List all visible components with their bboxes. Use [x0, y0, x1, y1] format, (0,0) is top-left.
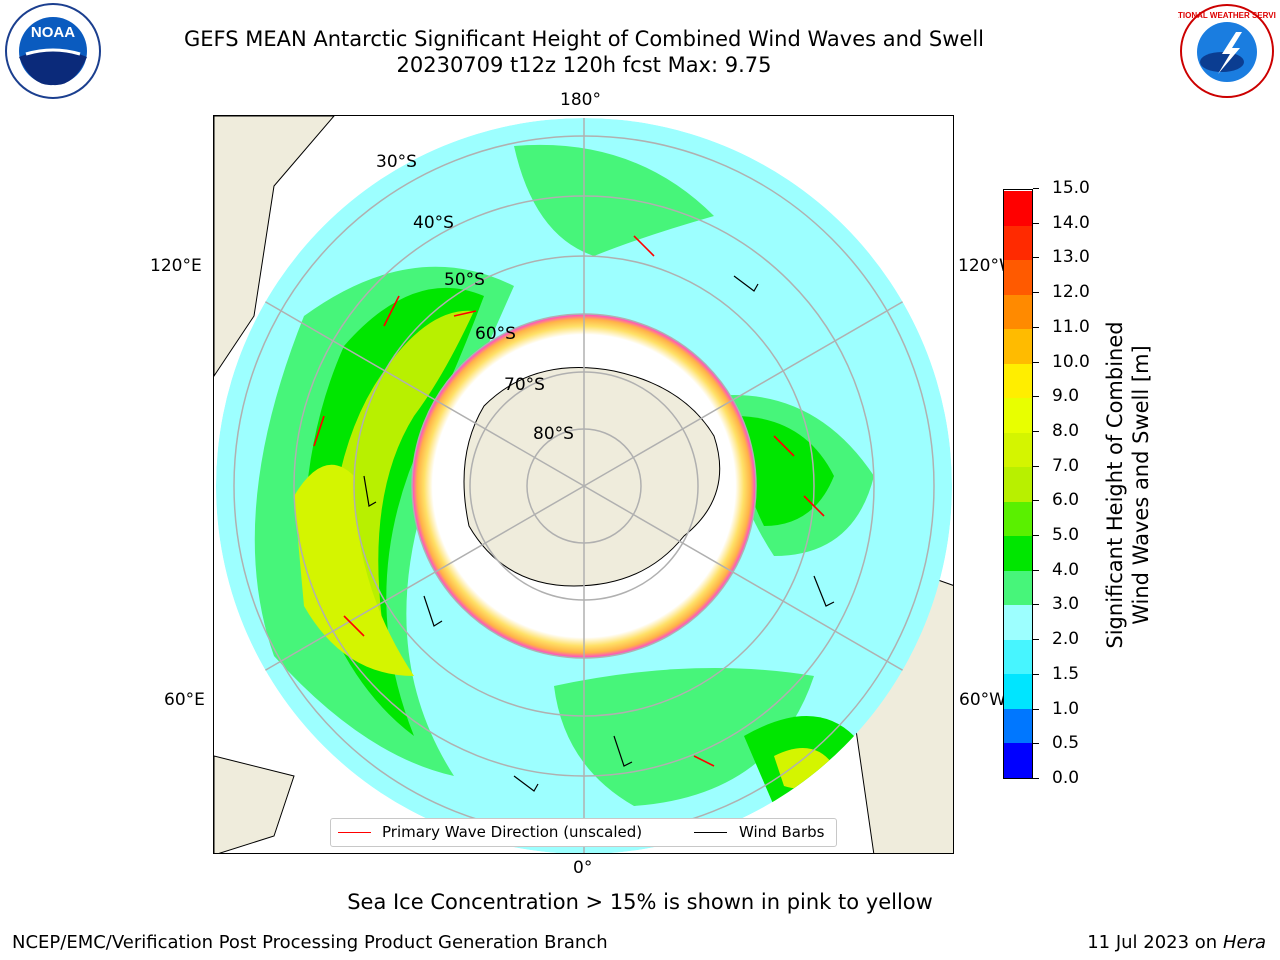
chart-title: GEFS MEAN Antarctic Significant Height o… [183, 27, 985, 51]
legend-barb-swatch [694, 832, 727, 833]
colorbar-segment [1004, 432, 1032, 468]
wind-barbs [363, 275, 835, 792]
lon-label-120w: 120°W [958, 256, 1016, 276]
colorbar-tick-label: 11.0 [1052, 316, 1090, 337]
colorbar-segment [1004, 570, 1032, 606]
lon-label-0: 0° [573, 858, 593, 878]
colorbar-tick-mark [1033, 465, 1039, 467]
colorbar-tick-mark [1033, 743, 1039, 745]
nws-logo-text: NATIONAL WEATHER SERVICE [1178, 11, 1276, 20]
colorbar [1003, 189, 1033, 779]
colorbar-tick-label: 2.0 [1052, 629, 1080, 650]
legend-wave-swatch [338, 832, 371, 833]
colorbar-tick-mark [1033, 708, 1039, 710]
colorbar-tick-mark [1033, 188, 1039, 189]
colorbar-tick-label: 5.0 [1052, 525, 1080, 546]
legend-barb-label: Wind Barbs [739, 823, 825, 841]
colorbar-tick-label: 15.0 [1052, 178, 1090, 198]
map-legend: Primary Wave Direction (unscaled) Wind B… [330, 818, 837, 847]
colorbar-segment [1004, 535, 1032, 571]
colorbar-tick-label: 0.0 [1052, 768, 1080, 788]
lon-label-60e: 60°E [164, 690, 205, 710]
chart-subtitle: 20230709 t12z 120h fcst Max: 9.75 [396, 53, 772, 77]
nws-logo: NATIONAL WEATHER SERVICE [1178, 4, 1276, 98]
colorbar-tick-label: 1.0 [1052, 698, 1080, 719]
colorbar-tick-label: 9.0 [1052, 386, 1080, 407]
lon-label-60w: 60°W [959, 690, 1006, 710]
colorbar-segment [1004, 742, 1032, 778]
colorbar-label-line2: Wind Waves and Swell [m] [1129, 345, 1153, 625]
colorbar-tick-mark [1033, 500, 1039, 502]
colorbar-tick-mark [1033, 292, 1039, 294]
lon-label-180: 180° [560, 90, 601, 110]
noaa-logo-text: NOAA [31, 24, 75, 41]
colorbar-segment [1004, 673, 1032, 709]
colorbar-tick-mark [1033, 326, 1039, 328]
lat-label-50s: 50°S [444, 270, 485, 290]
colorbar-label-line1: Significant Height of Combined [1103, 321, 1127, 649]
colorbar-segment [1004, 259, 1032, 295]
antarctica [463, 367, 721, 587]
lat-label-40s: 40°S [413, 213, 454, 233]
colorbar-segment [1004, 225, 1032, 261]
colorbar-segment [1004, 639, 1032, 675]
colorbar-tick-mark [1033, 396, 1039, 398]
colorbar-segment [1004, 363, 1032, 399]
colorbar-tick-mark [1033, 535, 1039, 537]
polar-map-canvas [214, 116, 953, 853]
colorbar-tick-label: 0.5 [1052, 733, 1080, 754]
colorbar-tick-label: 14.0 [1052, 212, 1090, 233]
footer-branch: NCEP/EMC/Verification Post Processing Pr… [12, 932, 608, 953]
colorbar-tick-mark [1033, 430, 1039, 432]
noaa-logo: NOAA [5, 3, 101, 99]
wave-direction-arrows [313, 235, 825, 767]
colorbar-segment [1004, 501, 1032, 537]
colorbar-tick-label: 8.0 [1052, 420, 1080, 441]
footer-date: 11 Jul 2023 on Hera [1087, 932, 1266, 953]
colorbar-label: Significant Height of Combined Wind Wave… [1102, 225, 1154, 745]
graticule [233, 118, 935, 853]
colorbar-segment [1004, 708, 1032, 744]
colorbar-tick-label: 10.0 [1052, 351, 1090, 372]
polar-map [213, 115, 954, 854]
lat-label-60s: 60°S [475, 324, 516, 344]
colorbar-tick-mark [1033, 361, 1039, 363]
colorbar-tick-mark [1033, 569, 1039, 571]
colorbar-segment [1004, 397, 1032, 433]
colorbar-tick-label: 1.5 [1052, 663, 1080, 684]
colorbar-tick-mark [1033, 257, 1039, 259]
colorbar-tick-label: 12.0 [1052, 282, 1090, 303]
lat-label-30s: 30°S [376, 152, 417, 172]
colorbar-tick-label: 4.0 [1052, 559, 1080, 580]
colorbar-tick-mark [1033, 604, 1039, 606]
colorbar-tick-label: 7.0 [1052, 455, 1080, 476]
colorbar-segment [1004, 190, 1032, 226]
colorbar-tick-mark [1033, 222, 1039, 224]
colorbar-tick-label: 13.0 [1052, 247, 1090, 268]
colorbar-segment [1004, 466, 1032, 502]
legend-wave-label: Primary Wave Direction (unscaled) [382, 823, 643, 841]
colorbar-tick-mark [1033, 778, 1039, 779]
colorbar-segment [1004, 328, 1032, 364]
colorbar-segment [1004, 294, 1032, 330]
colorbar-segment [1004, 604, 1032, 640]
colorbar-tick-label: 3.0 [1052, 594, 1080, 615]
lat-label-80s: 80°S [533, 424, 574, 444]
colorbar-tick-mark [1033, 673, 1039, 675]
colorbar-tick-mark [1033, 639, 1039, 641]
lon-label-120e: 120°E [150, 256, 202, 276]
sea-ice-caption: Sea Ice Concentration > 15% is shown in … [347, 890, 933, 914]
footer-date-text: 11 Jul 2023 on [1087, 932, 1223, 953]
colorbar-tick-label: 6.0 [1052, 490, 1080, 511]
footer-machine: Hera [1222, 932, 1266, 953]
lat-label-70s: 70°S [504, 375, 545, 395]
